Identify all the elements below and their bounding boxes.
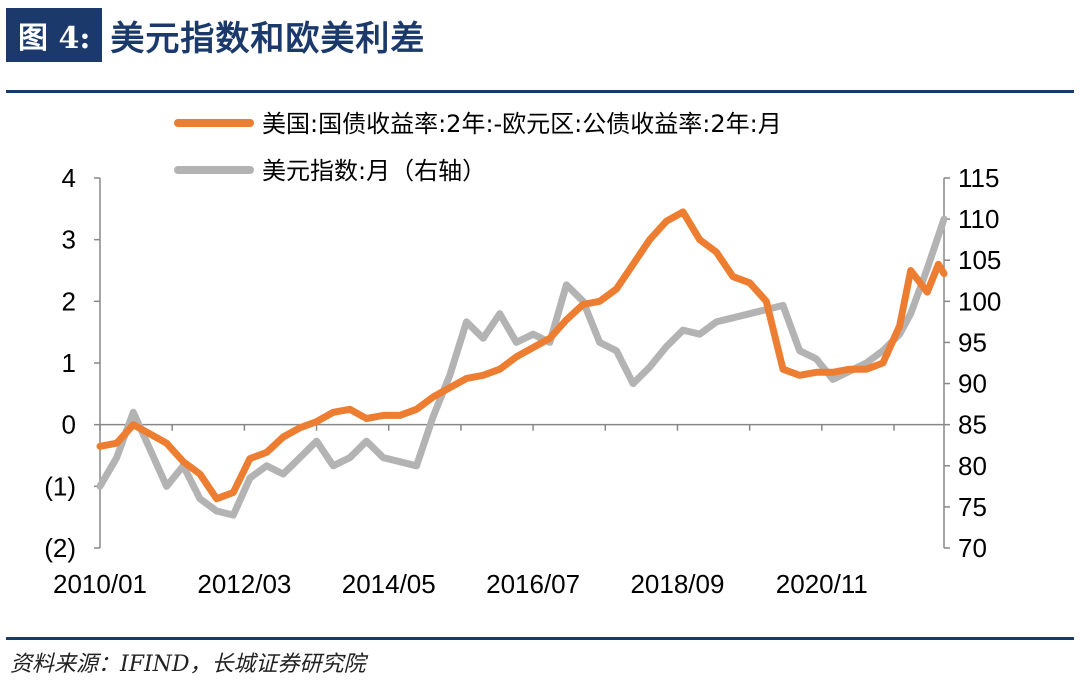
x-tick-label: 2018/09 [630,569,724,599]
bottom-divider [6,637,1074,640]
left-tick-label: 2 [62,286,76,316]
left-tick-label: 0 [62,410,76,440]
x-tick-label: 2014/05 [342,569,436,599]
axes [94,177,950,549]
x-tick-label: 2010/01 [53,569,147,599]
legend-label-spread: 美国:国债收益率:2年:-欧元区:公债收益率:2年:月 [262,110,782,138]
right-tick-label: 100 [958,286,1001,316]
series-line-dxy [96,215,948,519]
left-tick-label: (1) [44,471,76,501]
left-tick-label: (2) [44,533,76,563]
right-tick-label: 110 [958,204,999,234]
tick-layer: 4 3 2 1 0 (1) (2) 115 110 105 100 95 90 85 80 75 70 2010/… [44,163,1001,599]
legend: 美国:国债收益率:2年:-欧元区:公债收益率:2年:月 美元指数:月（右轴） [174,110,782,185]
left-tick-label: 4 [62,163,76,193]
right-tick-label: 105 [958,245,1001,275]
source-note: 资料来源：IFIND，长城证券研究院 [10,652,366,677]
right-tick-label: 115 [958,163,999,193]
right-tick-label: 70 [958,533,987,563]
figure-number: 图 4: [6,8,103,62]
right-tick-label: 80 [958,451,987,481]
legend-label-dxy: 美元指数:月（右轴） [262,157,486,185]
series-layer [96,208,948,519]
series-line-spread [96,208,948,503]
x-tick-label: 2016/07 [486,569,580,599]
figure-header: 图 4: 美元指数和欧美利差 [6,8,425,62]
left-tick-label: 1 [62,348,76,378]
figure-title: 美元指数和欧美利差 [110,18,426,59]
x-tick-label: 2012/03 [197,569,291,599]
right-tick-label: 95 [958,327,987,357]
x-tick-label: 2020/11 [776,569,868,599]
right-tick-label: 75 [958,492,987,522]
right-tick-label: 85 [958,410,987,440]
left-tick-label: 3 [62,225,76,255]
top-divider [6,90,1074,93]
right-tick-label: 90 [958,369,987,399]
